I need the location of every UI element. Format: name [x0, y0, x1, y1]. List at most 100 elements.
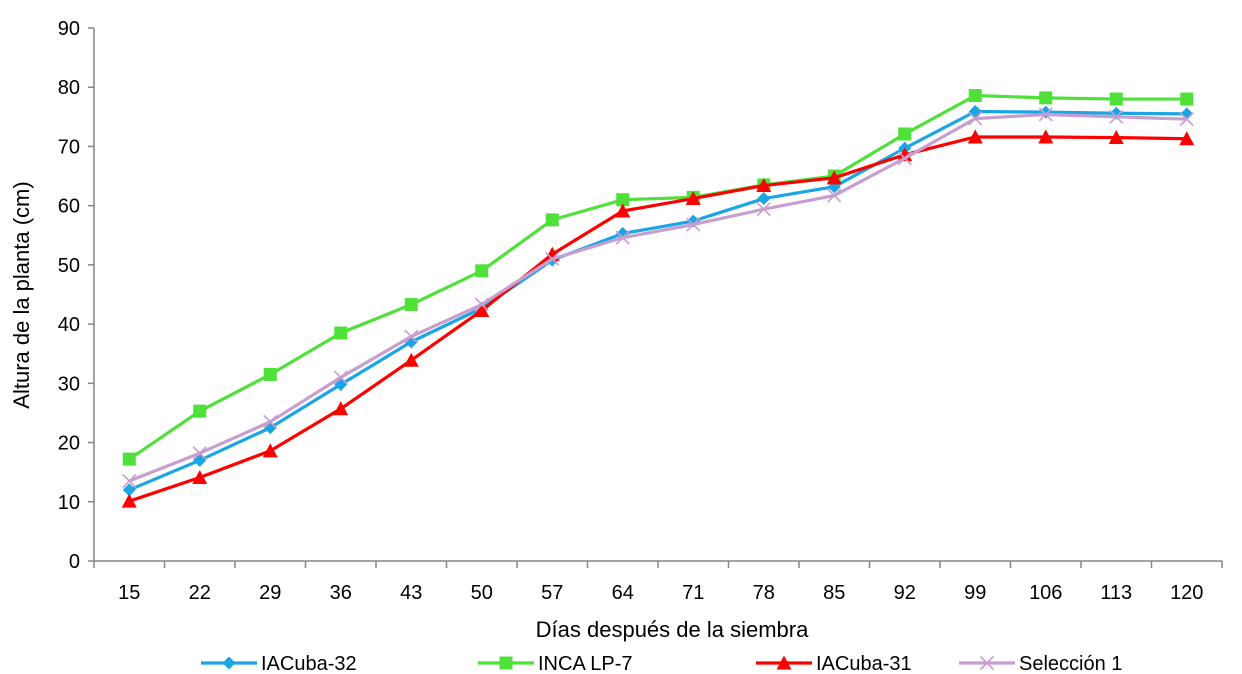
data-point [475, 264, 489, 278]
data-point [333, 401, 349, 416]
y-tick-label: 50 [58, 255, 80, 277]
data-point [967, 129, 983, 144]
legend-label: IACuba-31 [816, 653, 912, 674]
x-tick-label: 57 [541, 582, 563, 604]
x-tick-label: 106 [1029, 582, 1062, 604]
data-point [474, 302, 490, 317]
y-tick-label: 30 [58, 373, 80, 395]
series-line [128, 93, 1187, 461]
x-tick-label: 92 [894, 582, 916, 604]
x-tick-label: 50 [471, 582, 493, 604]
data-point [1109, 92, 1123, 106]
series-layer [121, 89, 1195, 508]
data-point [545, 251, 560, 267]
data-point [686, 217, 701, 232]
y-tick-label: 60 [58, 196, 80, 218]
data-point [545, 213, 559, 227]
series-inca-lp-7 [122, 89, 1194, 466]
y-axis: 0 10 20 30 40 50 60 70 80 90 [58, 18, 95, 573]
x-axis-title: Días después de la siembra [536, 617, 809, 642]
data-point [1039, 105, 1053, 119]
series-line [128, 109, 1187, 492]
data-point [122, 452, 136, 466]
legend-label: Selección 1 [1019, 653, 1122, 674]
legend-swatch-marker [222, 656, 236, 670]
data-point [615, 230, 630, 245]
data-point [1108, 130, 1124, 145]
series-line [128, 112, 1187, 483]
series-selecci-n-1 [122, 107, 1194, 489]
data-point [898, 127, 912, 141]
legend-swatch-marker [776, 655, 792, 670]
data-point [1180, 92, 1194, 106]
data-point [615, 203, 631, 218]
x-tick-label: 78 [753, 582, 775, 604]
x-tick-label: 15 [118, 582, 140, 604]
data-point [616, 193, 630, 207]
legend-item: IACuba-32 [201, 653, 357, 674]
data-point [474, 297, 489, 312]
data-point [1039, 91, 1053, 105]
data-point [756, 178, 772, 193]
legend-item: Selección 1 [959, 653, 1122, 674]
legend-swatch-marker [499, 656, 513, 670]
series-iacuba-31 [121, 129, 1195, 508]
data-point [968, 111, 983, 126]
data-point [897, 151, 912, 166]
x-tick-label: 85 [823, 582, 845, 604]
x-tick-label: 64 [612, 582, 634, 604]
data-point [756, 202, 771, 217]
legend: IACuba-32 INCA LP-7 IACuba-31 Selección 1 [201, 653, 1122, 674]
y-axis-title: Altura de la planta (cm) [9, 181, 34, 408]
legend-item: IACuba-31 [756, 653, 912, 674]
data-point [1109, 109, 1124, 124]
data-point [757, 192, 771, 206]
data-point [1179, 131, 1195, 146]
data-point [826, 170, 842, 185]
x-tick-label: 43 [400, 582, 422, 604]
legend-label: INCA LP-7 [538, 653, 632, 674]
legend-label: IACuba-32 [261, 653, 357, 674]
data-point [685, 191, 701, 206]
data-point [122, 483, 136, 497]
data-point [404, 329, 419, 344]
data-point [1038, 107, 1053, 122]
y-tick-label: 0 [69, 551, 80, 573]
x-tick-label: 29 [259, 582, 281, 604]
x-tick-label: 22 [189, 582, 211, 604]
data-point [334, 326, 348, 340]
y-tick-label: 40 [58, 314, 80, 336]
x-tick-label: 71 [682, 582, 704, 604]
data-point [121, 493, 137, 508]
data-point [262, 443, 278, 458]
x-tick-label: 36 [330, 582, 352, 604]
y-tick-label: 90 [58, 18, 80, 40]
data-point [193, 404, 207, 418]
data-point [1038, 129, 1054, 144]
data-point [403, 352, 419, 367]
x-tick-label: 113 [1100, 582, 1132, 604]
data-point [263, 414, 278, 429]
data-point [968, 105, 982, 119]
series-line [128, 135, 1187, 503]
data-point [263, 367, 277, 381]
data-point [122, 473, 137, 489]
x-axis: 15 22 29 36 43 50 57 64 71 78 85 92 99 106 113 120 [93, 560, 1223, 604]
x-tick-label: 120 [1170, 582, 1203, 604]
data-point [1180, 107, 1194, 121]
legend-item: INCA LP-7 [478, 653, 632, 674]
y-tick-label: 20 [58, 433, 80, 455]
data-point [1179, 112, 1194, 127]
data-point [968, 89, 982, 103]
data-point [333, 370, 348, 385]
data-point [192, 469, 208, 484]
y-tick-label: 80 [58, 77, 80, 99]
y-tick-label: 10 [58, 492, 80, 514]
legend-swatch-marker [979, 655, 995, 671]
x-tick-label: 99 [964, 582, 986, 604]
data-point [192, 446, 207, 461]
data-point [827, 188, 842, 203]
data-point [404, 298, 418, 312]
y-tick-label: 70 [58, 136, 80, 158]
